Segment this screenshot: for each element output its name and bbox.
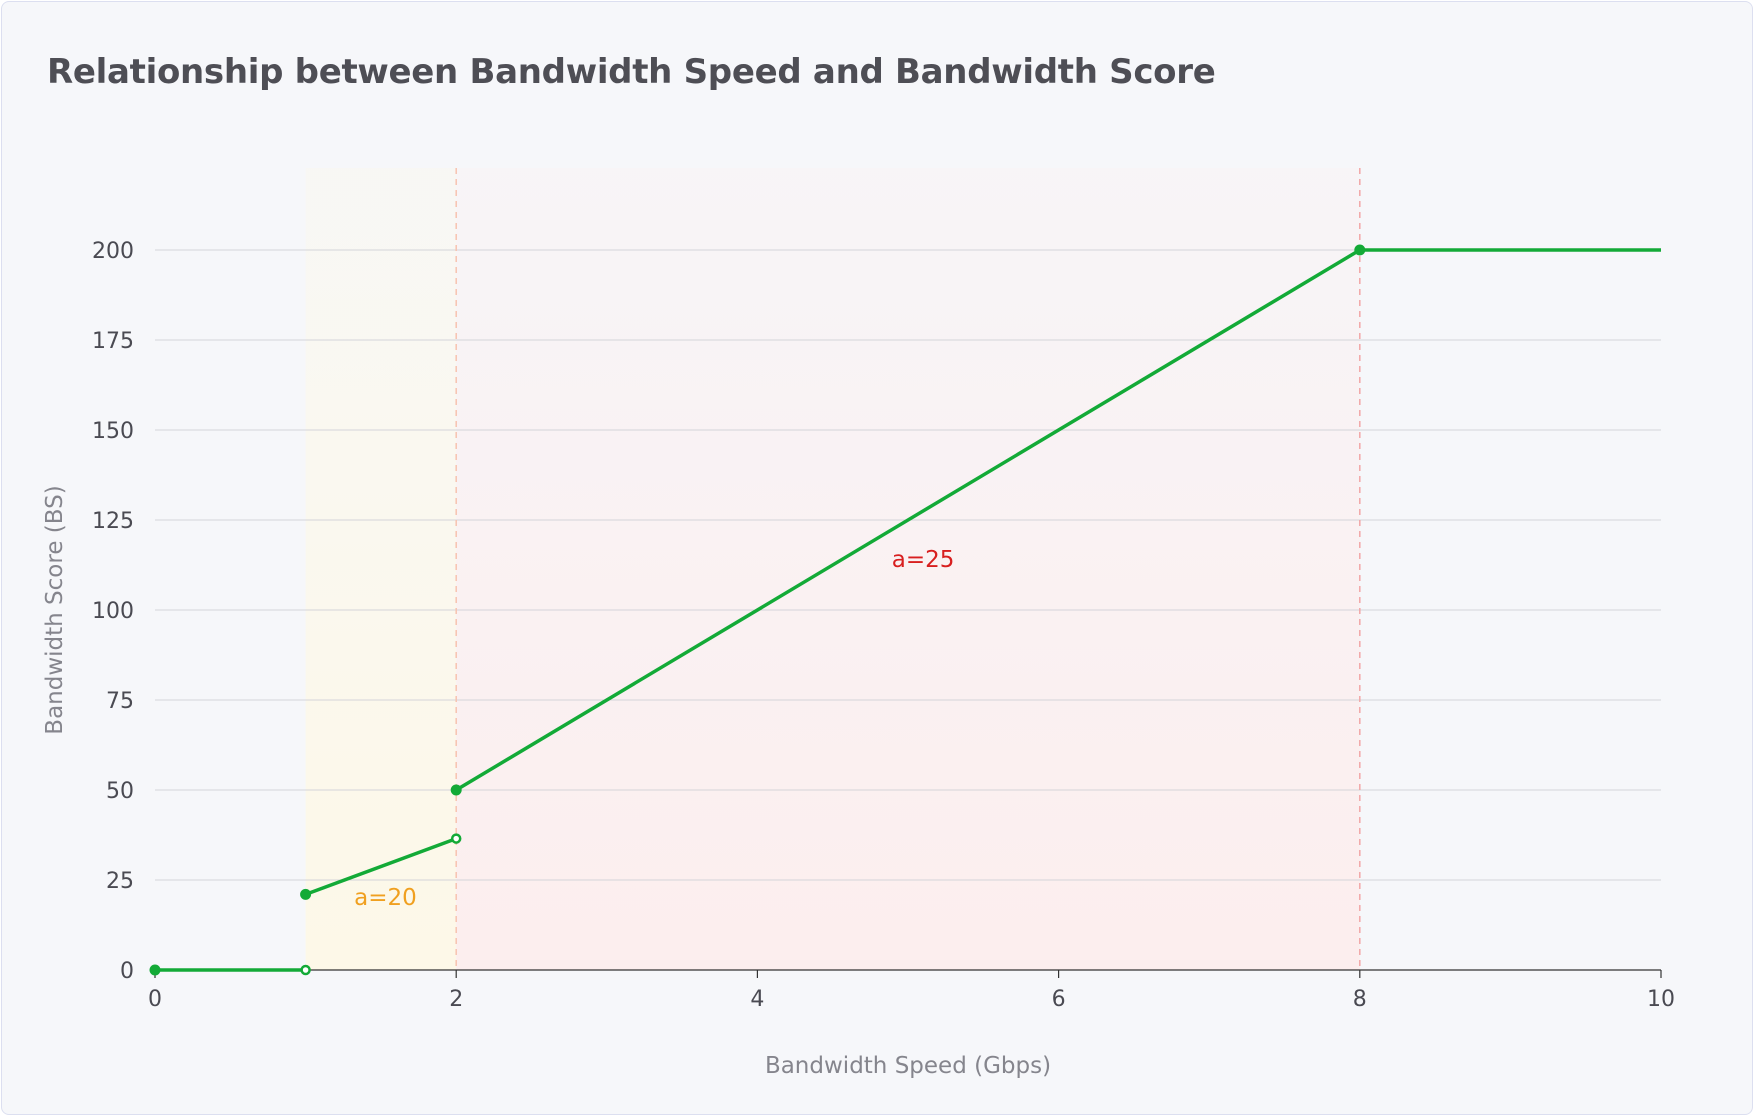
y-tick-label-25: 25	[106, 869, 134, 894]
x-tick-label-6: 6	[1052, 987, 1066, 1012]
y-tick-label-50: 50	[106, 779, 134, 804]
reference-lines	[455, 168, 1361, 970]
x-tick-label-8: 8	[1353, 987, 1367, 1012]
x-tick-label-10: 10	[1647, 987, 1675, 1012]
x-axis-ticks: 0 2 4 6 8 10	[148, 970, 1675, 1012]
shaded-region-2	[456, 168, 1360, 970]
point-marker-s3-mid	[1354, 244, 1366, 256]
annotations: a=20 a=25	[354, 547, 954, 911]
annotation-label-1: a=20	[354, 885, 417, 911]
point-marker-s1-end	[300, 964, 311, 976]
y-tick-label-100: 100	[92, 599, 134, 624]
chart-title: Relationship between Bandwidth Speed and…	[47, 52, 1216, 92]
point-marker-s2-start	[300, 888, 312, 900]
y-tick-label-0: 0	[120, 959, 134, 984]
shaded-region-1	[305, 168, 457, 970]
point-marker-s2-end	[450, 833, 462, 844]
point-marker-s3-start	[450, 784, 462, 796]
y-tick-label-75: 75	[106, 689, 134, 714]
y-axis-ticks: 0 25 50 75 100 125 150 175 200	[92, 239, 134, 984]
annotation-label-2: a=25	[892, 547, 955, 573]
x-tick-label-2: 2	[449, 987, 463, 1012]
y-tick-label-150: 150	[92, 419, 134, 444]
y-tick-label-125: 125	[92, 509, 134, 534]
y-tick-label-200: 200	[92, 239, 134, 264]
series-segment-2	[304, 836, 457, 897]
x-tick-label-4: 4	[750, 987, 764, 1012]
x-axis-title: Bandwidth Speed (Gbps)	[765, 1053, 1051, 1079]
data-markers	[149, 244, 1366, 976]
y-tick-label-175: 175	[92, 329, 134, 354]
point-marker-s1-start	[149, 964, 161, 976]
y-axis-title: Bandwidth Score (BS)	[42, 485, 68, 734]
x-tick-label-0: 0	[148, 987, 162, 1012]
shaded-regions	[305, 168, 1360, 970]
